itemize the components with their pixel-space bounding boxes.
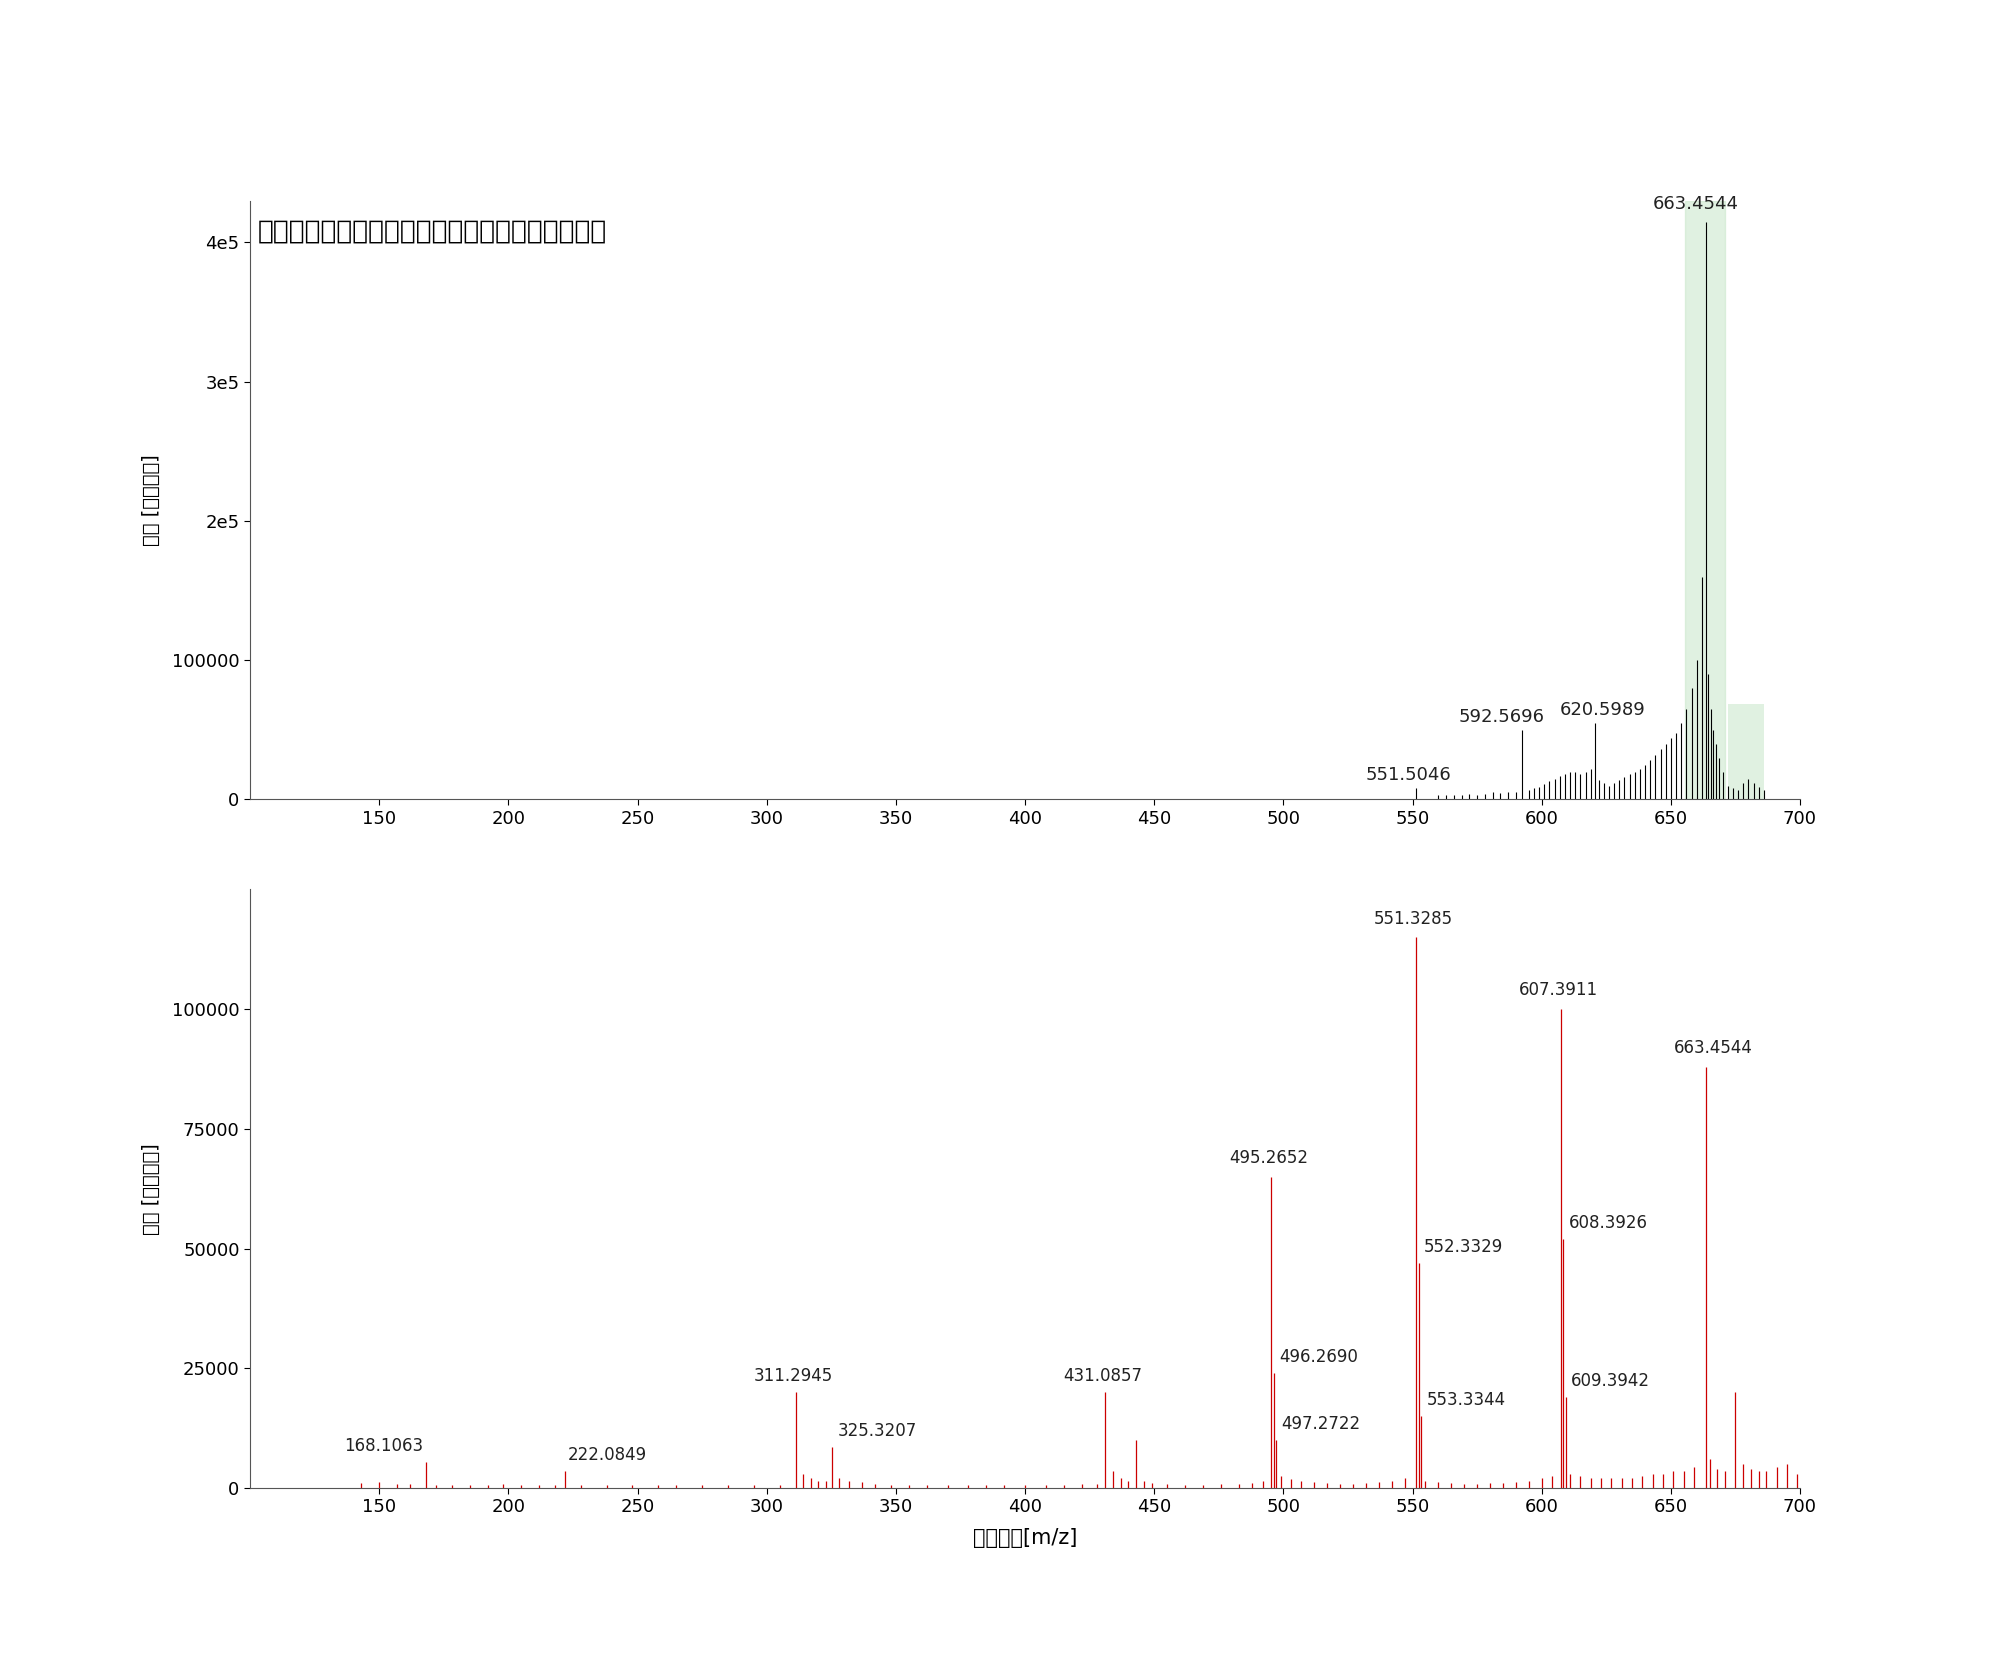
Text: 551.3285: 551.3285 xyxy=(1374,910,1452,928)
Text: 609.3942: 609.3942 xyxy=(1572,1371,1650,1389)
Text: 553.3344: 553.3344 xyxy=(1426,1391,1506,1409)
Y-axis label: 強度 [カウント]: 強度 [カウント] xyxy=(142,1142,160,1234)
Text: 552.3329: 552.3329 xyxy=(1424,1237,1502,1256)
Text: 592.5696: 592.5696 xyxy=(1458,707,1544,726)
Text: 497.2722: 497.2722 xyxy=(1282,1415,1360,1433)
Text: 663.4544: 663.4544 xyxy=(1652,196,1738,212)
Text: 663.4544: 663.4544 xyxy=(1674,1038,1752,1057)
Text: 608.3926: 608.3926 xyxy=(1568,1214,1648,1232)
Text: 保持時間およびドリフト時間でアライメント済み: 保持時間およびドリフト時間でアライメント済み xyxy=(258,219,608,244)
Text: 607.3911: 607.3911 xyxy=(1518,981,1598,1000)
Text: 431.0857: 431.0857 xyxy=(1064,1368,1142,1384)
Text: 495.2652: 495.2652 xyxy=(1230,1149,1308,1167)
Text: 551.5046: 551.5046 xyxy=(1366,766,1452,784)
X-axis label: 実測質量[m/z]: 実測質量[m/z] xyxy=(972,1528,1078,1548)
Text: 620.5989: 620.5989 xyxy=(1560,701,1646,719)
Text: 496.2690: 496.2690 xyxy=(1278,1348,1358,1366)
Text: 168.1063: 168.1063 xyxy=(344,1436,424,1455)
Bar xyxy=(1728,704,1764,799)
Text: 325.3207: 325.3207 xyxy=(838,1423,916,1440)
Bar xyxy=(1686,201,1726,799)
Text: 311.2945: 311.2945 xyxy=(754,1368,832,1384)
Y-axis label: 強度 [カウント]: 強度 [カウント] xyxy=(142,455,160,547)
Text: 222.0849: 222.0849 xyxy=(568,1446,648,1465)
